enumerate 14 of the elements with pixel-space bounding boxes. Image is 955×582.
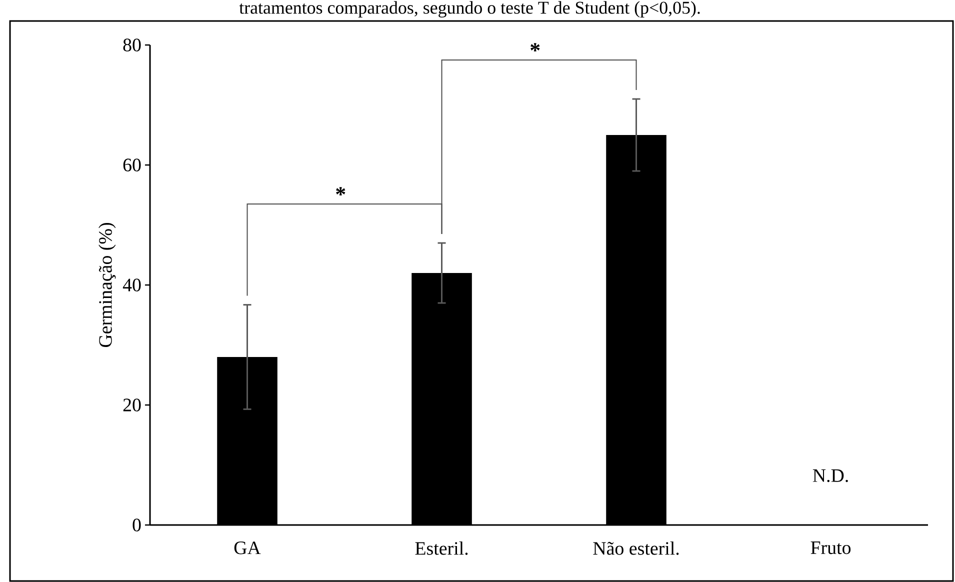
- y-axis-title: Germinação (%): [98, 223, 116, 348]
- annotation: *: [336, 187, 346, 196]
- x-tick-label: Não esteril.: [593, 542, 679, 555]
- text: tratamentos comparados, segundo o teste T de Student (p<0,05).: [239, 1, 700, 18]
- x-tick-label: Fruto: [810, 542, 851, 554]
- annotation: *: [530, 43, 540, 52]
- y-tick-label: 80: [123, 38, 141, 52]
- annotation: N.D.: [812, 469, 848, 482]
- x-tick-label: Esteril.: [415, 542, 468, 555]
- x-tick-label: GA: [234, 542, 261, 554]
- y-tick-label: 60: [123, 158, 141, 172]
- y-tick-label: 40: [122, 278, 141, 292]
- y-tick-label: 20: [123, 398, 141, 412]
- y-tick-label: 0: [132, 518, 141, 532]
